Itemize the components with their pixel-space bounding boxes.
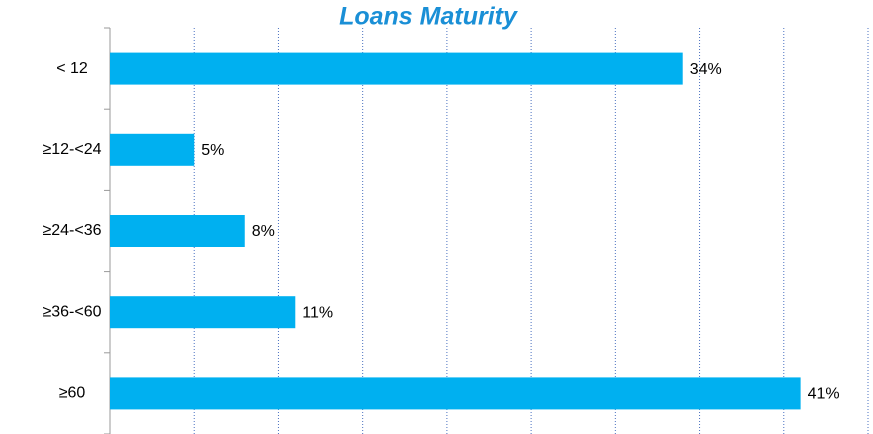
data-label: 5% bbox=[201, 142, 224, 159]
y-tick-label: < 12 bbox=[56, 60, 88, 77]
data-label: 34% bbox=[690, 61, 722, 78]
y-tick-label: ≥60 bbox=[59, 385, 86, 402]
bar bbox=[110, 133, 195, 166]
chart-title: Loans Maturity bbox=[339, 3, 518, 31]
bar bbox=[110, 377, 801, 410]
y-tick-label: ≥24-<36 bbox=[42, 222, 101, 239]
data-label: 8% bbox=[252, 223, 275, 240]
y-tick-label: ≥12-<24 bbox=[42, 141, 101, 158]
data-label: 11% bbox=[302, 304, 333, 321]
y-tick-label: ≥36-<60 bbox=[42, 303, 101, 320]
bar bbox=[110, 296, 296, 329]
bar bbox=[110, 215, 245, 247]
bar bbox=[110, 52, 683, 85]
data-label: 41% bbox=[808, 386, 840, 403]
